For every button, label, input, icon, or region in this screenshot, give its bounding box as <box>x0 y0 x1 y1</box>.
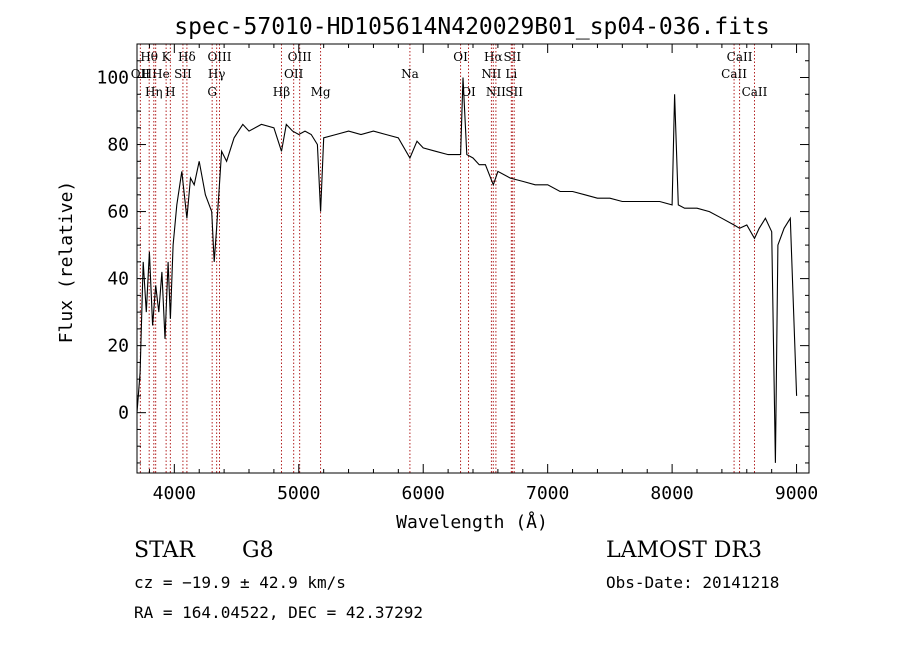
x-tick-label-1: 5000 <box>277 483 320 504</box>
x-tick-label-2: 6000 <box>402 483 445 504</box>
marker-label-11: Hβ <box>273 85 290 99</box>
x-axis-label: Wavelength (Å) <box>396 511 548 533</box>
spectrum-series <box>136 77 798 463</box>
marker-label-5: H <box>165 85 175 99</box>
chart-title: spec-57010-HD105614N420029B01_sp04-036.f… <box>174 14 769 40</box>
marker-label-6: SII <box>174 67 192 81</box>
y-tick-label-0: 0 <box>118 403 129 424</box>
object-class: STAR <box>134 538 195 563</box>
spectrum-line <box>136 77 798 463</box>
marker-label-16: OI <box>453 50 468 64</box>
redshift-cz: cz = −19.9 ± 42.9 km/s <box>134 573 346 592</box>
marker-label-9: Hγ <box>208 67 226 81</box>
marker-label-23: SII <box>505 85 523 99</box>
marker-label-20: NII <box>481 67 501 81</box>
marker-label-8: OIII <box>207 50 231 64</box>
y-tick-label-2: 40 <box>107 269 129 290</box>
marker-label-25: CaII <box>721 67 747 81</box>
marker-label-0: Hθ <box>140 50 158 64</box>
y-tick-label-3: 60 <box>107 202 129 223</box>
y-axis: 0 20 40 60 80 100 <box>96 60 809 464</box>
marker-label-7: Hδ <box>178 50 196 64</box>
marker-label-14: Mg <box>311 85 331 99</box>
marker-label-4: K <box>162 50 172 64</box>
observation-date: Obs-Date: 20141218 <box>606 573 780 592</box>
marker-label-10: G <box>207 85 217 99</box>
marker-label-17: OI <box>461 85 476 99</box>
plot-frame <box>136 43 810 474</box>
sky-coordinates: RA = 164.04522, DEC = 42.37292 <box>134 603 423 622</box>
y-tick-label-1: 20 <box>107 336 129 357</box>
x-axis: 4000 5000 6000 7000 8000 9000 <box>148 44 818 504</box>
marker-label-18: Hα <box>484 50 503 64</box>
marker-label-3: Hη <box>145 85 163 99</box>
y-tick-label-5: 100 <box>96 68 129 89</box>
y-axis-label: Flux (relative) <box>56 181 77 344</box>
y-tick-label-4: 80 <box>107 135 129 156</box>
survey-name: LAMOST DR3 <box>606 538 762 563</box>
marker-label-19: SII <box>503 50 521 64</box>
marker-label-24: CaII <box>727 50 753 64</box>
x-tick-label-3: 7000 <box>526 483 569 504</box>
x-tick-label-0: 4000 <box>153 483 196 504</box>
x-tick-label-5: 9000 <box>775 483 818 504</box>
x-tick-label-4: 8000 <box>650 483 693 504</box>
marker-label-12: OIII <box>288 50 312 64</box>
marker-label-2: HHe <box>142 67 170 81</box>
marker-label-26: CaII <box>742 85 768 99</box>
marker-label-22: NII <box>486 85 506 99</box>
marker-label-21: Li <box>505 67 517 81</box>
object-subclass: G8 <box>242 538 274 563</box>
marker-label-15: Na <box>401 67 419 81</box>
marker-label-13: OII <box>284 67 304 81</box>
